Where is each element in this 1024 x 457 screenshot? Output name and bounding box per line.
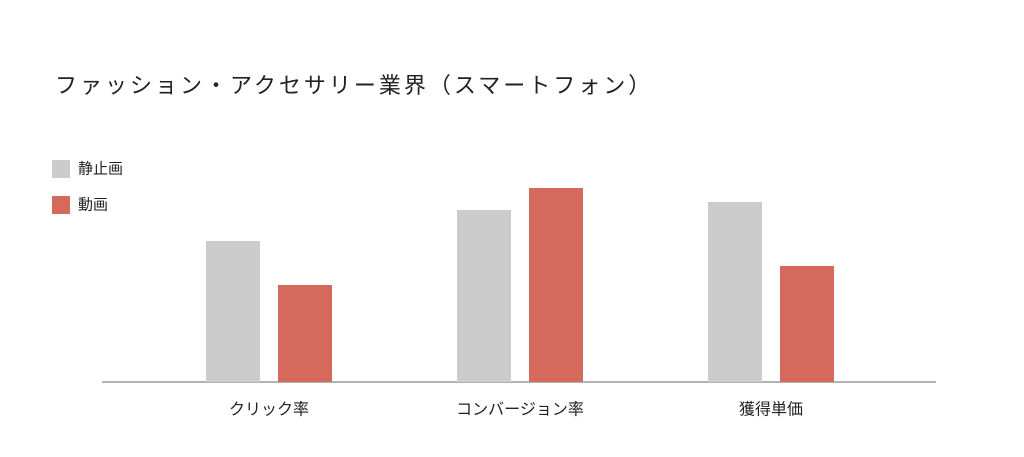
x-tick-label: クリック率: [229, 400, 309, 419]
bar: [529, 188, 583, 382]
legend-label: 静止画: [78, 160, 123, 178]
bar: [457, 210, 511, 382]
bar: [780, 266, 834, 382]
x-tick-label: コンバージョン率: [456, 400, 584, 419]
bar: [278, 285, 332, 382]
bar: [206, 241, 260, 382]
legend-swatch: [52, 196, 70, 214]
x-tick-label: 獲得単価: [739, 400, 803, 419]
bar: [708, 202, 762, 382]
chart-title: ファッション・アクセサリー業界（スマートフォン）: [55, 74, 653, 99]
legend-swatch: [52, 160, 70, 178]
legend-label: 動画: [78, 196, 108, 214]
